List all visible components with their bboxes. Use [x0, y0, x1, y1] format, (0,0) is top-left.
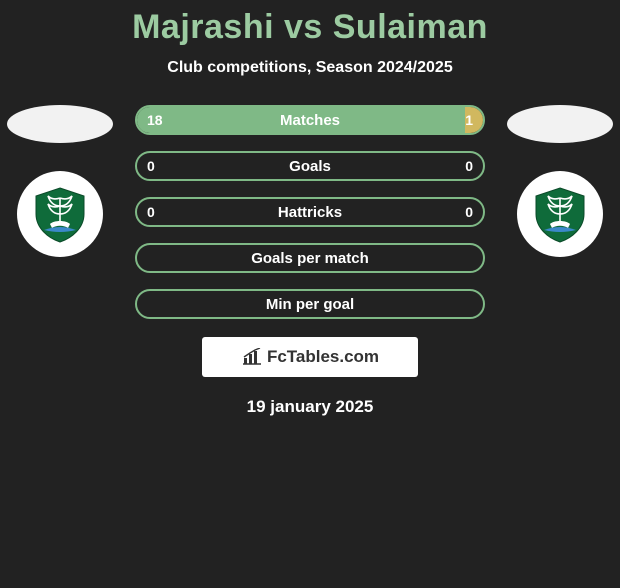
player-left-avatar-placeholder — [7, 105, 113, 143]
branding-text: FcTables.com — [267, 347, 379, 367]
page-subtitle: Club competitions, Season 2024/2025 — [0, 59, 620, 77]
stat-row: 00Goals — [135, 151, 485, 181]
player-left-club-crest — [17, 171, 103, 257]
comparison-content: 181Matches 00Goals 00Hattricks Goals per ma… — [0, 105, 620, 319]
player-right-avatar-placeholder — [507, 105, 613, 143]
stat-label: Goals — [137, 158, 483, 175]
comparison-bars: 181Matches 00Goals 00Hattricks Goals per ma… — [135, 105, 485, 319]
stat-row: Goals per match — [135, 243, 485, 273]
player-right-club-crest — [517, 171, 603, 257]
page-title: Majrashi vs Sulaiman — [0, 8, 620, 47]
stat-row: 00Hattricks — [135, 197, 485, 227]
shield-icon — [30, 184, 90, 244]
bar-chart-icon — [241, 348, 263, 366]
shield-icon — [530, 184, 590, 244]
stat-row: 181Matches — [135, 105, 485, 135]
stat-label: Goals per match — [137, 250, 483, 267]
stat-label: Min per goal — [137, 296, 483, 313]
stat-label: Hattricks — [137, 204, 483, 221]
date-label: 19 january 2025 — [0, 397, 620, 417]
stat-label: Matches — [137, 112, 483, 129]
stat-row: Min per goal — [135, 289, 485, 319]
player-left-column — [0, 105, 120, 257]
branding-badge: FcTables.com — [202, 337, 418, 377]
player-right-column — [500, 105, 620, 257]
